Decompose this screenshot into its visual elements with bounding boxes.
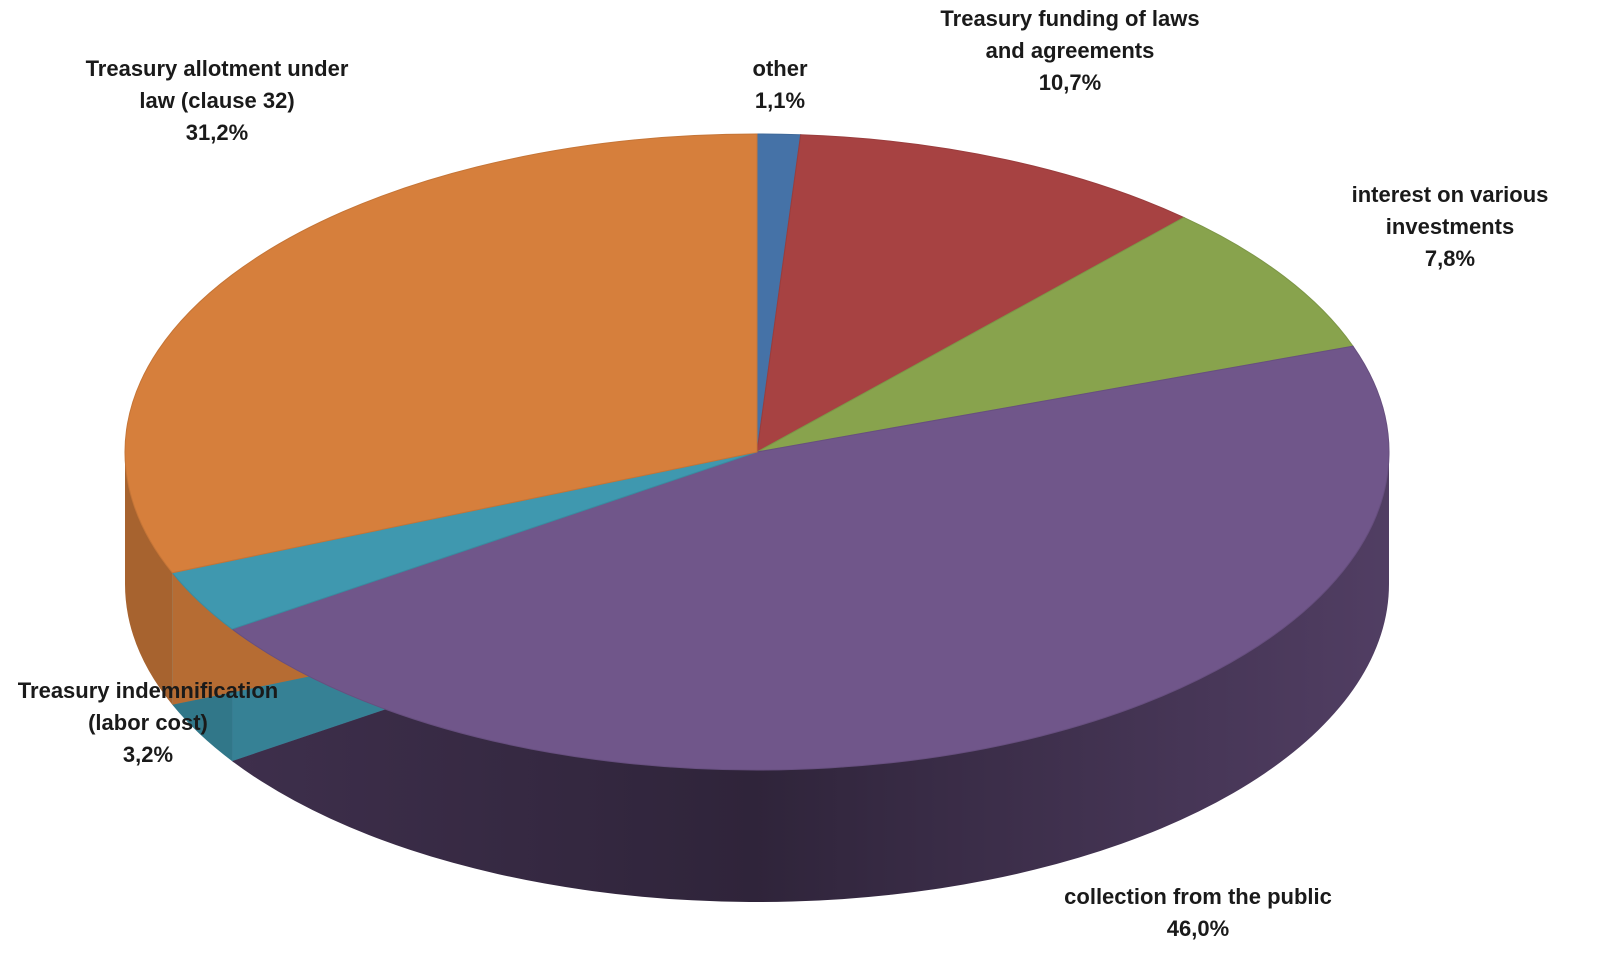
slice-labels: other 1,1% Treasury funding of laws and agr… <box>18 6 1549 941</box>
label-treasury-allotment-under-law-clause-32: Treasury allotment under law (clause 32) 3… <box>86 56 349 145</box>
pie-top-faces <box>124 133 1390 771</box>
value-label: 3,2% <box>123 742 173 767</box>
value-label: 1,1% <box>755 88 805 113</box>
label-interest-on-various-investments: interest on various investments 7,8% <box>1352 182 1549 271</box>
value-label: 46,0% <box>1167 916 1229 941</box>
label-treasury-indemnification-labor-cost: Treasury indemnification (labor cost) 3,2% <box>18 678 278 767</box>
category-label: interest on various <box>1352 182 1549 207</box>
category-label: and agreements <box>986 38 1155 63</box>
category-label: law (clause 32) <box>139 88 294 113</box>
slice-interest-on-various-investments <box>756 216 1354 453</box>
category-label: (labor cost) <box>88 710 208 735</box>
slice-treasury-funding-of-laws-and-agreements <box>756 134 1185 453</box>
slice-collection-from-the-public <box>231 345 1390 771</box>
category-label: Treasury funding of laws <box>940 6 1199 31</box>
label-other: other 1,1% <box>753 56 808 113</box>
wall-collection-from-the-public <box>232 452 1390 902</box>
category-label: Treasury indemnification <box>18 678 278 703</box>
label-collection-from-the-public: collection from the public 46,0% <box>1064 884 1332 941</box>
value-label: 7,8% <box>1425 246 1475 271</box>
category-label: other <box>753 56 808 81</box>
label-treasury-funding-of-laws-and-agreements: Treasury funding of laws and agreements 10… <box>940 6 1199 95</box>
value-label: 31,2% <box>186 120 248 145</box>
slice-treasury-allotment-under-law-clause-32 <box>124 133 758 574</box>
category-label: collection from the public <box>1064 884 1332 909</box>
category-label: Treasury allotment under <box>86 56 349 81</box>
wall-treasury-allotment-under-law-clause-32 <box>125 452 173 705</box>
value-label: 10,7% <box>1039 70 1101 95</box>
category-label: investments <box>1386 214 1514 239</box>
